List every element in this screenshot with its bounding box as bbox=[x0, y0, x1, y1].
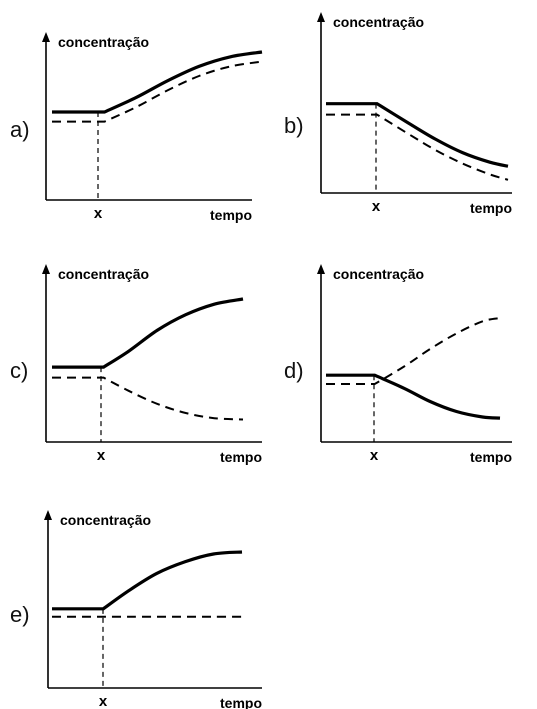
chart-panel-c: c) concentração tempo x bbox=[10, 264, 262, 465]
option-label: d) bbox=[284, 358, 304, 383]
y-axis-arrow-icon bbox=[317, 12, 325, 22]
y-axis-arrow-icon bbox=[42, 32, 50, 42]
y-axis-label: concentração bbox=[58, 266, 149, 282]
series-line-solid bbox=[52, 50, 263, 114]
y-axis-arrow-icon bbox=[44, 510, 52, 520]
y-axis-label: concentração bbox=[333, 266, 424, 282]
option-label: a) bbox=[10, 117, 30, 142]
y-axis-label: concentração bbox=[333, 14, 424, 30]
series-line-solid bbox=[326, 102, 509, 168]
x-marker-label: x bbox=[372, 198, 381, 215]
option-label: e) bbox=[10, 602, 30, 627]
series-line-solid bbox=[52, 297, 244, 369]
x-axis-label: tempo bbox=[470, 449, 512, 465]
x-marker-label: x bbox=[370, 447, 379, 464]
x-marker-label: x bbox=[94, 205, 103, 222]
series-line-dashed bbox=[326, 317, 501, 385]
option-label: c) bbox=[10, 358, 28, 383]
series-line-dashed bbox=[326, 113, 509, 181]
y-axis-label: concentração bbox=[60, 512, 151, 528]
series-line-dashed bbox=[52, 376, 244, 421]
x-axis-label: tempo bbox=[470, 200, 512, 216]
y-axis-arrow-icon bbox=[317, 264, 325, 274]
y-axis-label: concentração bbox=[58, 34, 149, 50]
series-line-solid bbox=[326, 373, 501, 420]
series-line-solid bbox=[52, 550, 243, 611]
chart-panel-b: b) concentração tempo x bbox=[284, 12, 512, 216]
chart-panel-a: a) concentração tempo x bbox=[10, 32, 263, 223]
chart-panel-e: e) concentração tempo x bbox=[10, 510, 262, 709]
x-marker-label: x bbox=[99, 693, 108, 709]
x-axis-label: tempo bbox=[210, 207, 252, 223]
y-axis-arrow-icon bbox=[42, 264, 50, 274]
x-marker-label: x bbox=[97, 447, 106, 464]
series-line-dashed bbox=[52, 60, 263, 123]
option-label: b) bbox=[284, 113, 304, 138]
x-axis-label: tempo bbox=[220, 449, 262, 465]
x-axis-label: tempo bbox=[220, 695, 262, 709]
chart-panel-d: d) concentração tempo x bbox=[284, 264, 512, 465]
